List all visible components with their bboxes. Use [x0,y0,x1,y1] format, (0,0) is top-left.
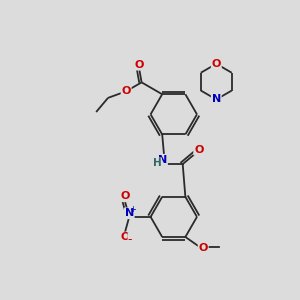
Text: O: O [120,191,129,201]
Text: O: O [134,60,143,70]
Text: H: H [153,158,161,168]
Text: O: O [194,145,203,155]
Text: -: - [128,233,132,246]
Text: N: N [124,208,134,218]
Text: O: O [122,86,131,96]
Text: N: N [158,155,167,165]
Text: +: + [130,205,136,214]
Text: N: N [212,94,221,104]
Text: O: O [212,59,221,69]
Text: O: O [120,232,129,242]
Text: O: O [199,243,208,253]
